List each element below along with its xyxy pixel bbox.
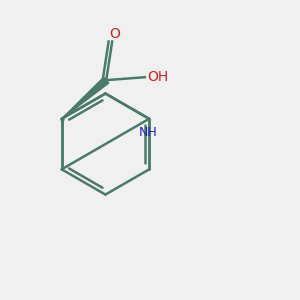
Text: OH: OH	[148, 70, 169, 84]
Text: NH: NH	[138, 126, 157, 139]
Text: O: O	[110, 27, 121, 41]
Polygon shape	[62, 77, 109, 119]
